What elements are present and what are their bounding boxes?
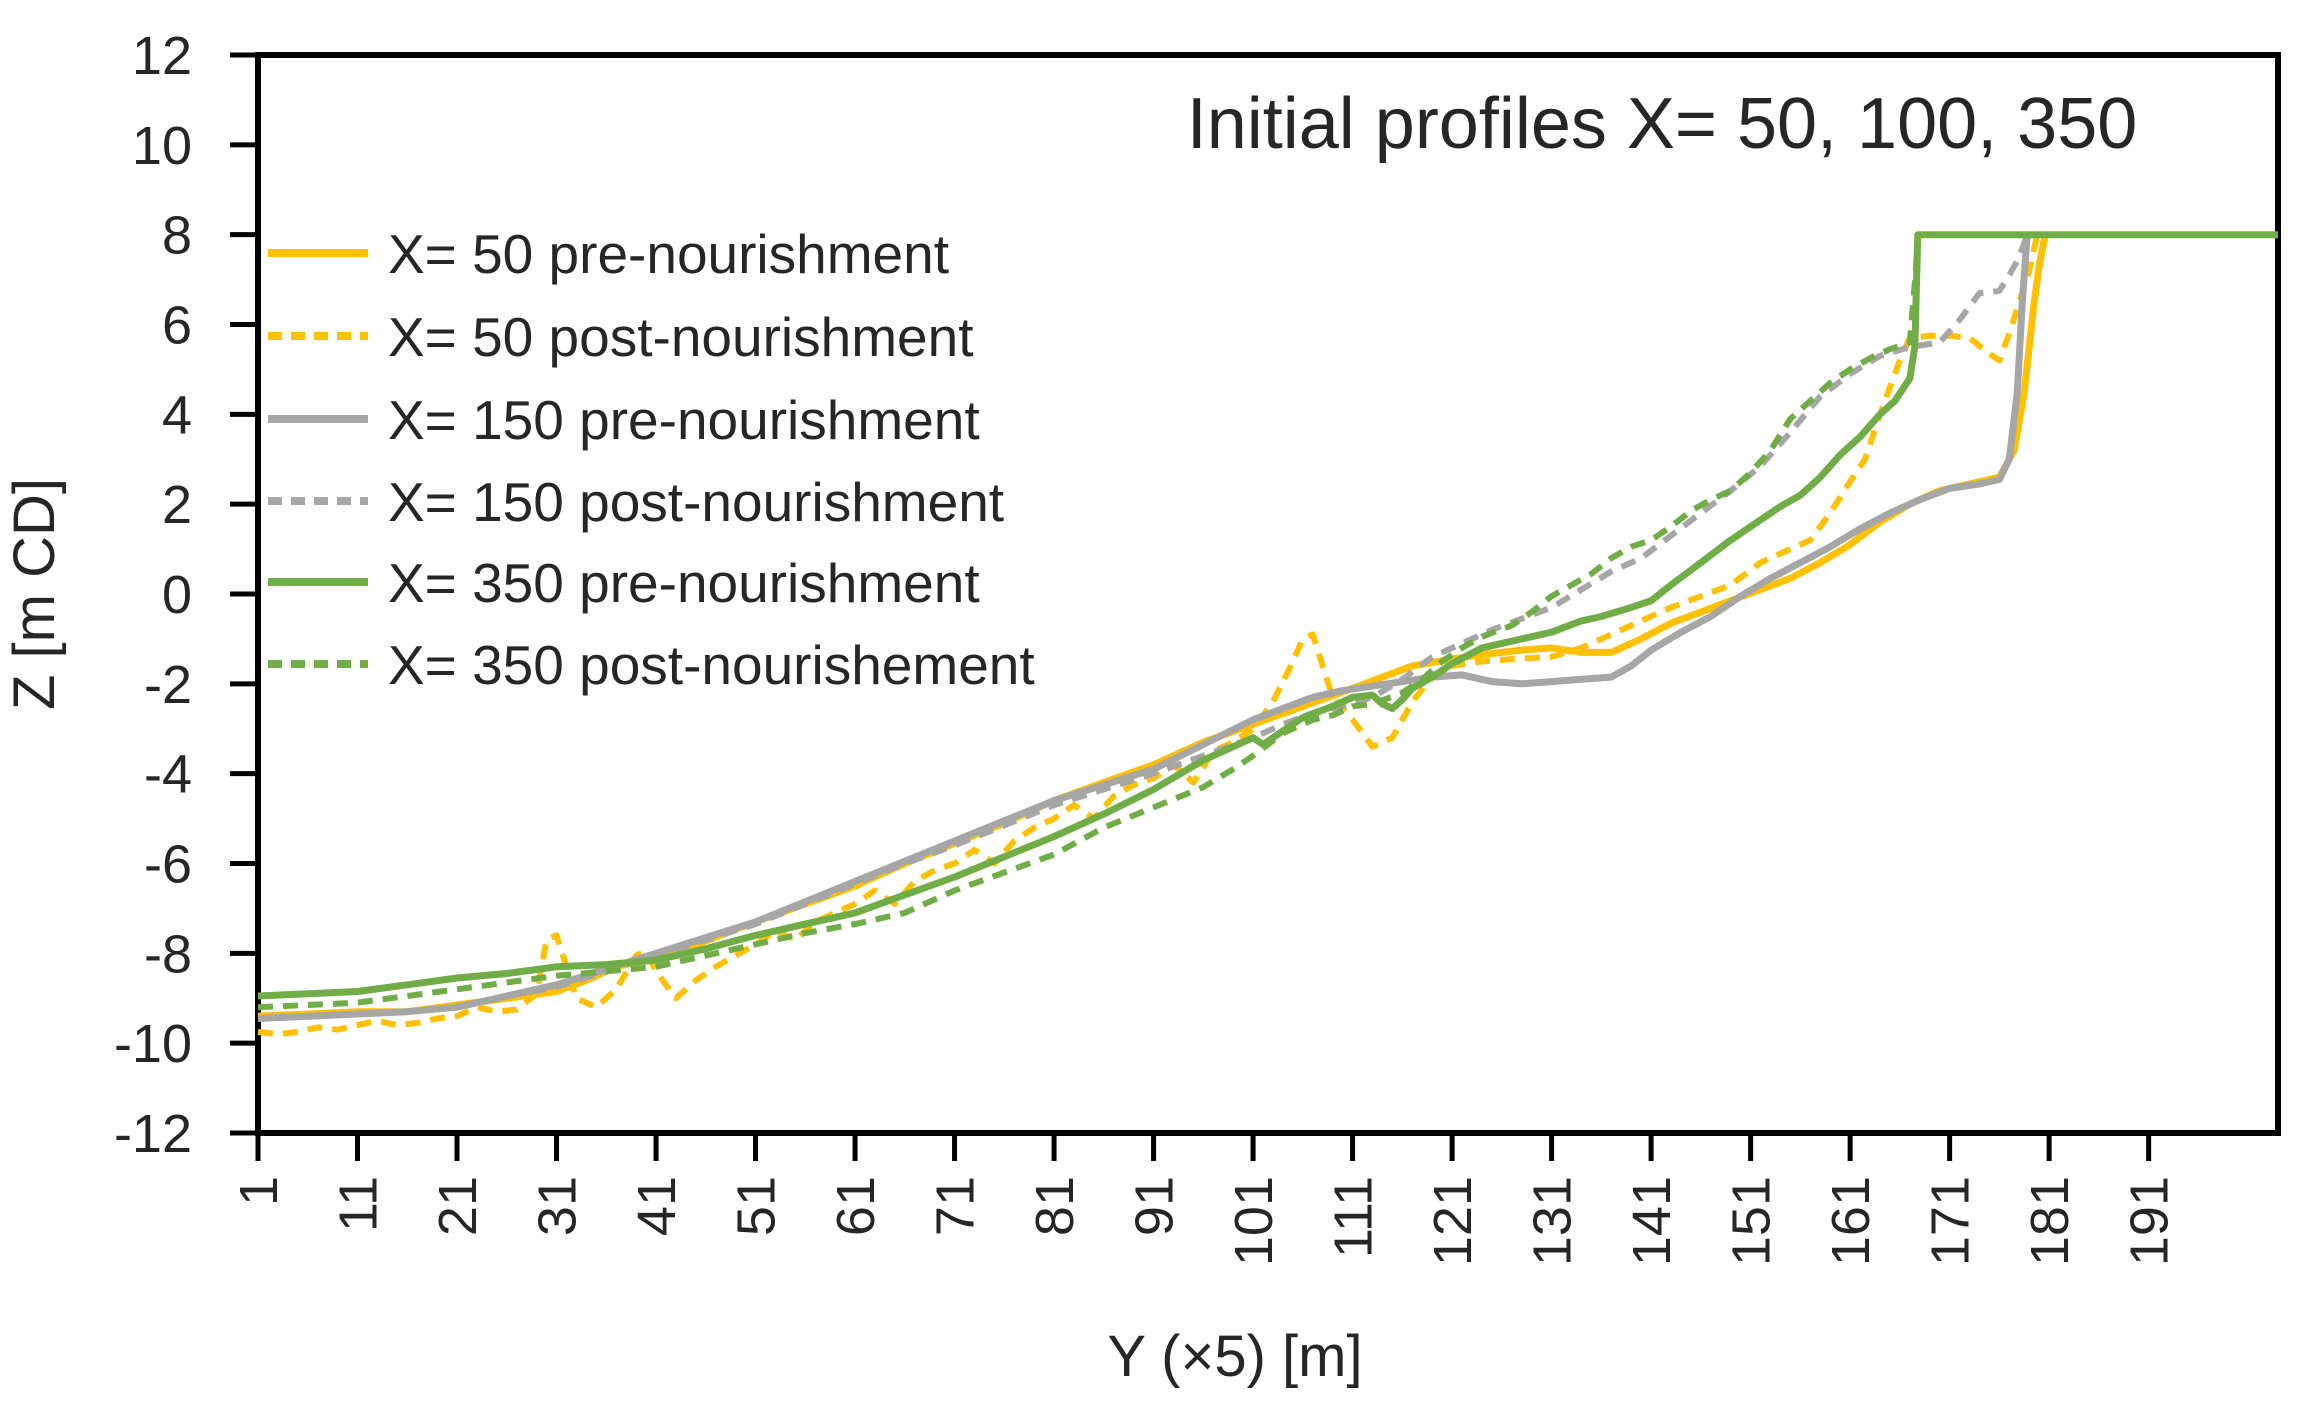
y-tick-label: -6	[144, 835, 192, 895]
y-tick-label: -10	[114, 1014, 192, 1074]
legend-label-3: X= 150 post-nourishment	[388, 471, 1004, 533]
x-tick-label: 1	[229, 1176, 289, 1206]
x-tick-label: 11	[329, 1176, 389, 1232]
x-tick-label: 91	[1125, 1176, 1185, 1236]
legend-label-2: X= 150 pre-nourishment	[388, 389, 980, 451]
x-tick-label: 21	[428, 1176, 488, 1236]
x-tick-label: 171	[1921, 1176, 1981, 1266]
legend-label-0: X= 50 pre-nourishment	[388, 223, 949, 285]
plot-border	[255, 52, 2281, 1136]
x-tick-label: 191	[2120, 1176, 2180, 1266]
x-tick-label: 141	[1622, 1176, 1682, 1266]
x-tick-label: 131	[1523, 1176, 1583, 1266]
y-tick-label: -8	[144, 924, 192, 984]
x-tick-label: 181	[2020, 1176, 2080, 1266]
x-axis-label: Y (×5) [m]	[1107, 1324, 1362, 1389]
x-tick-label: 31	[528, 1176, 588, 1236]
x-tick-label: 101	[1224, 1176, 1284, 1266]
y-tick-label: -12	[114, 1104, 192, 1164]
y-tick-label: 6	[162, 296, 192, 356]
y-tick-label: -2	[144, 655, 192, 715]
x-tick-label: 121	[1423, 1176, 1483, 1266]
x-tick-label: 111	[1324, 1176, 1384, 1258]
legend-label-4: X= 350 pre-nourishment	[388, 552, 980, 614]
y-axis-label: Z [m CD]	[2, 478, 67, 710]
y-tick-label: 2	[162, 475, 192, 535]
y-tick-label: 12	[132, 26, 192, 86]
series-line-5	[257, 234, 1921, 1011]
y-tick-label: 8	[162, 206, 192, 266]
chart-title: Initial profiles X= 50, 100, 350	[1187, 84, 2138, 164]
x-tick-label: 41	[627, 1176, 687, 1236]
legend-label-1: X= 50 post-nourishment	[388, 306, 973, 368]
y-tick-label: 4	[162, 385, 192, 445]
x-tick-label: 81	[1025, 1176, 1085, 1236]
y-tick-label: -4	[144, 745, 192, 805]
x-tick-label: 151	[1722, 1176, 1782, 1266]
x-tick-label: 61	[826, 1176, 886, 1236]
series-line-1	[257, 234, 2041, 1038]
y-tick-label: 0	[162, 565, 192, 625]
x-tick-label: 71	[926, 1176, 986, 1236]
legend-label-5: X= 350 post-nourishement	[388, 634, 1035, 696]
x-tick-label: 51	[727, 1176, 787, 1236]
y-tick-label: 10	[132, 116, 192, 176]
series-line-4	[257, 231, 2278, 1000]
x-tick-label: 161	[1821, 1176, 1881, 1266]
